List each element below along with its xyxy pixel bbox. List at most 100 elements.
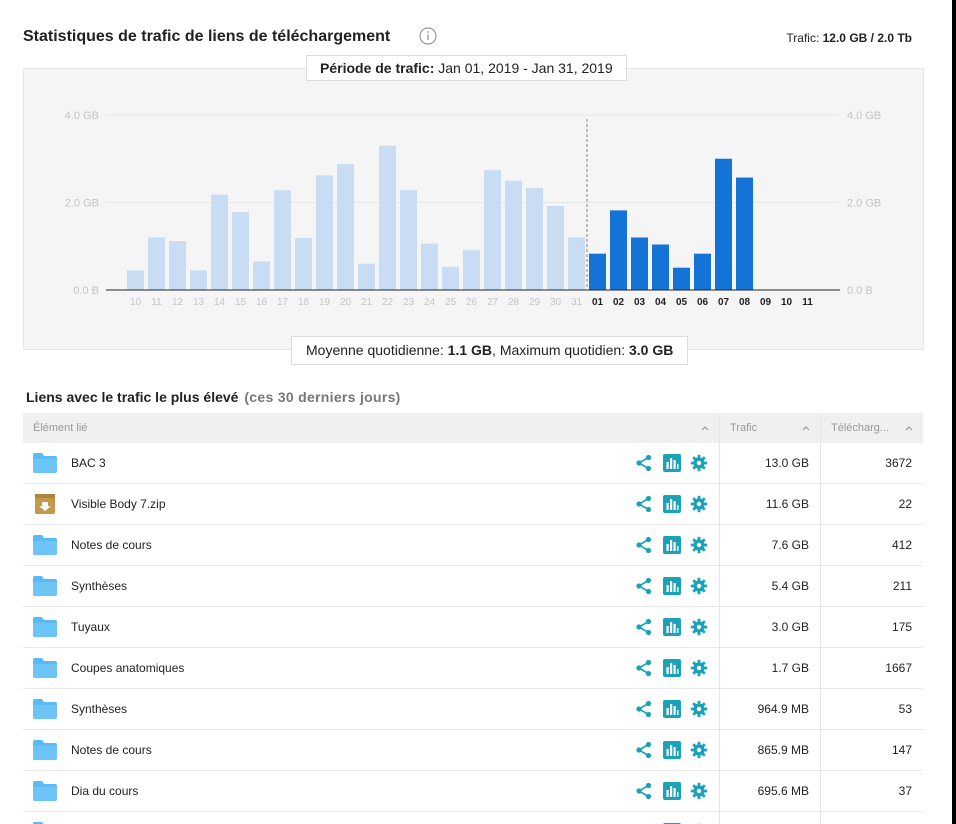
bar [463, 250, 480, 290]
share-icon[interactable] [635, 536, 653, 554]
gear-icon[interactable] [690, 536, 708, 554]
x-tick-label: 05 [676, 297, 688, 308]
bar [379, 145, 396, 290]
bar [274, 190, 291, 290]
x-tick-label: 29 [529, 297, 541, 308]
table-row[interactable]: Synthèses [23, 689, 923, 730]
item-name[interactable]: Annales d'examens [71, 812, 175, 824]
page-title: Statistiques de trafic de liens de téléc… [23, 28, 391, 45]
table-row[interactable]: Coupes anatomiques [23, 648, 923, 689]
x-tick-label: 10 [781, 297, 793, 308]
gear-icon[interactable] [690, 577, 708, 595]
share-icon[interactable] [635, 495, 653, 513]
stats-icon[interactable] [663, 782, 681, 800]
column-divider [820, 443, 821, 483]
share-icon[interactable] [635, 618, 653, 636]
column-divider [820, 689, 821, 729]
table-body: BAC 3 [23, 443, 923, 824]
x-tick-label: 31 [571, 297, 583, 308]
column-header-item[interactable]: Élément lié [33, 422, 88, 434]
item-name[interactable]: Synthèses [71, 702, 128, 716]
info-icon[interactable] [419, 27, 437, 45]
share-icon[interactable] [635, 659, 653, 677]
column-divider [820, 607, 821, 647]
y-tick-label-right: 2.0 GB [847, 198, 881, 210]
x-tick-label: 07 [718, 297, 730, 308]
stats-icon[interactable] [663, 495, 681, 513]
x-tick-label: 01 [592, 297, 604, 308]
x-tick-label: 10 [130, 297, 142, 308]
table-row[interactable]: Visible Body 7.zip [23, 484, 923, 525]
table-row[interactable]: Tuyaux [23, 607, 923, 648]
bar [337, 164, 354, 290]
stats-icon[interactable] [663, 536, 681, 554]
folder-icon [33, 617, 57, 637]
stats-icon[interactable] [663, 700, 681, 718]
gear-icon[interactable] [690, 741, 708, 759]
gear-icon[interactable] [690, 782, 708, 800]
item-name[interactable]: Notes de cours [71, 743, 152, 757]
traffic-quota-label: Trafic: [786, 31, 820, 45]
stats-icon[interactable] [663, 577, 681, 595]
table-row[interactable]: Notes de cours [23, 525, 923, 566]
bar [127, 270, 144, 290]
table-row[interactable]: Annales d'examens [23, 812, 923, 824]
bar [715, 158, 732, 290]
gear-icon[interactable] [690, 618, 708, 636]
links-subtitle: (ces 30 derniers jours) [244, 389, 401, 405]
stats-icon[interactable] [663, 454, 681, 472]
sort-chevron-icon[interactable] [801, 413, 811, 443]
gear-icon[interactable] [690, 495, 708, 513]
item-name[interactable]: Coupes anatomiques [71, 661, 185, 675]
item-downloads: 1667 [885, 661, 912, 675]
share-icon[interactable] [635, 577, 653, 595]
share-icon[interactable] [635, 454, 653, 472]
x-tick-label: 26 [466, 297, 478, 308]
column-divider [820, 413, 821, 443]
table-row[interactable]: Notes de cours [23, 730, 923, 771]
item-name[interactable]: Dia du cours [71, 784, 139, 798]
stats-icon[interactable] [663, 618, 681, 636]
x-tick-label: 20 [340, 297, 352, 308]
traffic-period[interactable]: Période de trafic: Jan 01, 2019 - Jan 31… [306, 55, 627, 81]
x-tick-label: 11 [151, 297, 162, 308]
gear-icon[interactable] [690, 454, 708, 472]
bar [589, 253, 606, 290]
stats-icon[interactable] [663, 659, 681, 677]
share-icon[interactable] [635, 782, 653, 800]
column-header-downloads[interactable]: Télécharg... [831, 422, 890, 434]
column-header-traffic[interactable]: Trafic [730, 422, 758, 434]
item-traffic: 11.6 GB [765, 497, 809, 511]
share-icon[interactable] [635, 741, 653, 759]
gear-icon[interactable] [690, 700, 708, 718]
column-divider [719, 566, 720, 606]
sort-chevron-icon[interactable] [700, 413, 710, 443]
period-value: Jan 01, 2019 - Jan 31, 2019 [438, 60, 613, 76]
bar [169, 241, 186, 290]
table-row[interactable]: Synthèses [23, 566, 923, 607]
item-downloads: 3672 [885, 456, 912, 470]
traffic-quota: Trafic: 12.0 GB / 2.0 Tb [786, 31, 912, 45]
item-name[interactable]: BAC 3 [71, 456, 106, 470]
item-downloads: 37 [898, 784, 912, 798]
bar [190, 270, 207, 290]
item-traffic: 7.6 GB [771, 538, 809, 552]
bar [400, 190, 417, 290]
sort-chevron-icon[interactable] [904, 413, 914, 443]
table-row[interactable]: BAC 3 [23, 443, 923, 484]
item-name[interactable]: Tuyaux [71, 620, 110, 634]
column-divider [719, 484, 720, 524]
share-icon[interactable] [635, 700, 653, 718]
avg-value: 1.1 GB [447, 342, 493, 358]
item-name[interactable]: Visible Body 7.zip [71, 497, 166, 511]
x-tick-label: 03 [634, 297, 646, 308]
folder-icon [33, 699, 57, 719]
table-row[interactable]: Dia du cours [23, 771, 923, 812]
stats-icon[interactable] [663, 741, 681, 759]
item-name[interactable]: Notes de cours [71, 538, 152, 552]
item-traffic: 5.4 GB [771, 579, 809, 593]
column-divider [719, 648, 720, 688]
column-divider [820, 566, 821, 606]
item-name[interactable]: Synthèses [71, 579, 128, 593]
gear-icon[interactable] [690, 659, 708, 677]
